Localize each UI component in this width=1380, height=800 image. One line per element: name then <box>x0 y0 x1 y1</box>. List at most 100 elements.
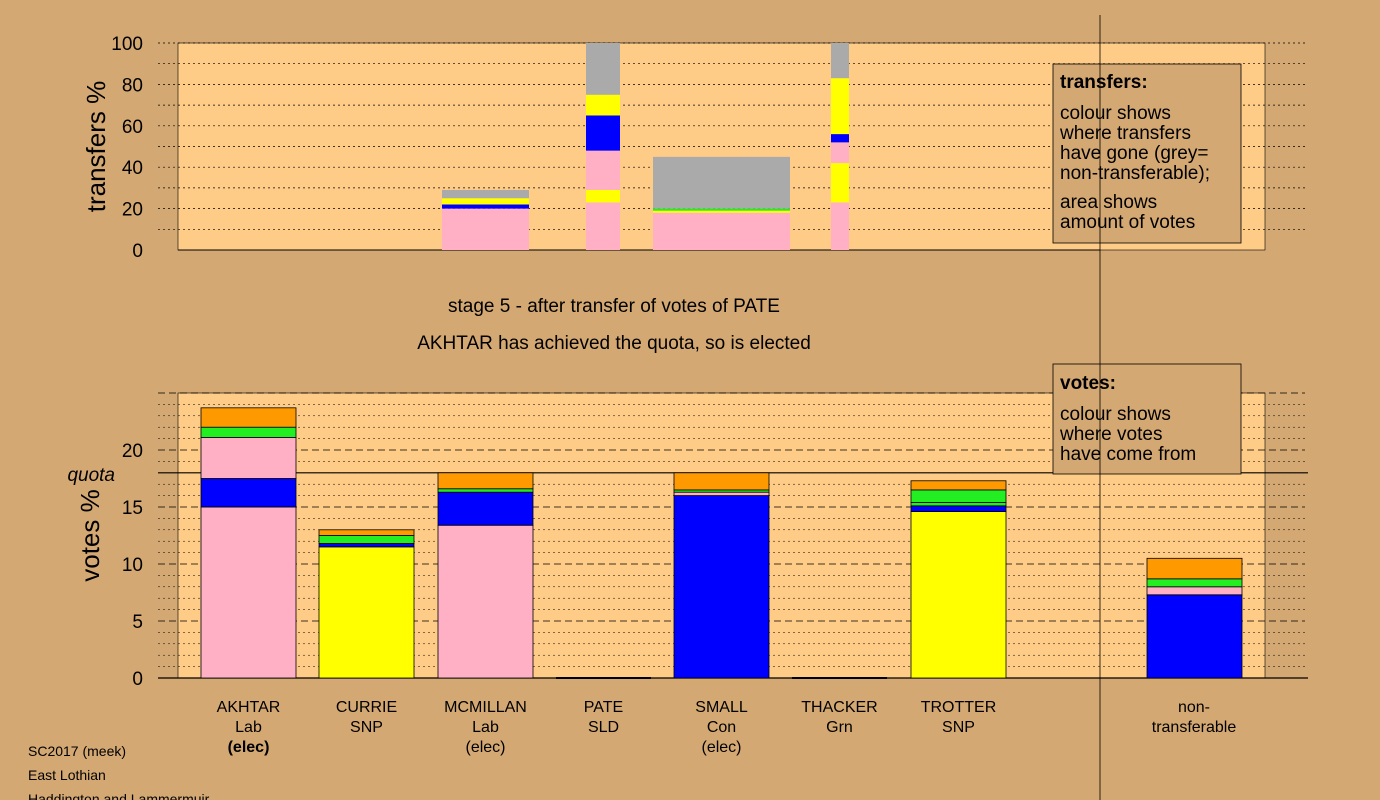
nontransferable-segment-SLD <box>1146 557 1243 580</box>
vote-segment-Lab <box>437 524 534 679</box>
vote-segment-SLD <box>200 407 297 428</box>
transfers-ytick: 80 <box>122 75 143 96</box>
vote-segment-SNP <box>910 511 1007 679</box>
candidate-party: Grn <box>826 719 853 736</box>
transfers-ytick: 40 <box>122 158 143 179</box>
transfer-segment-Lab <box>653 212 790 236</box>
transfer-segment-Lab <box>586 202 620 250</box>
candidate-name: MCMILLAN <box>444 699 527 716</box>
votes-panel: quota 0 5 10 15 20 votes % AKHTAR Lab (elec) CURRI… <box>67 363 1308 756</box>
vote-segment-Lab <box>200 437 297 479</box>
candidate-name: THACKER <box>801 699 877 716</box>
transfer-segment-non_transferable <box>831 43 849 79</box>
candidate-name: SMALL <box>695 699 748 716</box>
footer-line-2: East Lothian <box>28 767 106 783</box>
transfer-segment-SNP <box>831 163 849 203</box>
transfer-segment-SNP <box>653 210 790 213</box>
transfer-segment-non_transferable <box>586 43 620 95</box>
votes-ytick: 10 <box>122 555 143 576</box>
footer-line-3: Haddington and Lammermuir <box>28 791 210 800</box>
votes-ylabel: votes % <box>75 489 105 582</box>
transfers-legend-line: amount of votes <box>1060 212 1195 233</box>
stage-subtitle: AKHTAR has achieved the quota, so is ele… <box>417 333 811 354</box>
transfer-segment-non_transferable <box>653 156 790 209</box>
nontransferable-segment-Con <box>1146 594 1243 679</box>
vote-segment-Grn <box>910 502 1007 507</box>
votes-legend-box <box>1052 363 1242 475</box>
vote-segment-Con <box>437 491 534 526</box>
vote-segment-Con <box>910 505 1007 512</box>
vote-segment-Lab <box>200 506 297 679</box>
votes-ytick: 5 <box>132 612 143 633</box>
footer-line-1: SC2017 (meek) <box>28 743 126 759</box>
votes-legend-line: have come from <box>1060 444 1196 465</box>
transfers-legend-line: area shows <box>1060 192 1157 213</box>
vote-segment-SNP <box>318 546 415 679</box>
transfer-segment-Lab <box>586 150 620 190</box>
candidate-name: TROTTER <box>921 699 997 716</box>
nontransferable-label: transferable <box>1152 719 1237 736</box>
vote-segment-SLD <box>910 480 1007 491</box>
vote-segment-Lab <box>673 491 770 496</box>
transfer-segment-Lab <box>831 142 849 164</box>
nontransferable-segment-Grn <box>1146 578 1243 588</box>
candidate-status: (elec) <box>228 739 270 756</box>
transfer-segment-Con <box>586 115 620 151</box>
transfers-legend-line: where transfers <box>1059 123 1191 144</box>
stage-title: stage 5 - after transfer of votes of PAT… <box>448 296 780 317</box>
transfers-legend-box <box>1052 63 1242 244</box>
transfer-segment-SNP <box>586 189 620 203</box>
candidate-status: (elec) <box>465 739 505 756</box>
transfers-ytick: 60 <box>122 117 143 138</box>
transfers-ylabel: transfers % <box>81 81 111 213</box>
votes-legend-line: where votes <box>1059 424 1162 445</box>
candidate-status: (elec) <box>701 739 741 756</box>
votes-ytick: 15 <box>122 498 143 519</box>
candidate-name: AKHTAR <box>217 699 281 716</box>
transfers-ytick: 100 <box>111 34 143 55</box>
vote-segment-SLD <box>318 529 415 536</box>
candidate-party: Lab <box>472 719 499 736</box>
transfer-segment-Con <box>442 204 529 209</box>
transfers-legend-line: non-transferable); <box>1060 163 1210 184</box>
candidate-party: SLD <box>588 719 619 736</box>
quota-label: quota <box>67 465 115 486</box>
vote-segment-SLD <box>437 472 534 490</box>
nontransferable-label: non- <box>1178 699 1210 716</box>
candidate-name: CURRIE <box>336 699 397 716</box>
transfers-legend-title: transfers: <box>1060 72 1148 93</box>
vote-segment-Grn <box>318 535 415 544</box>
transfer-segment-SNP <box>831 78 849 135</box>
transfers-panel: 0 20 40 60 80 100 transfers % transfers: colour … <box>81 34 1305 262</box>
transfers-legend-line: colour shows <box>1060 103 1171 124</box>
transfers-ytick: 0 <box>132 241 143 262</box>
votes-ytick: 0 <box>132 669 143 690</box>
vote-segment-Con <box>673 495 770 679</box>
votes-ytick: 20 <box>122 441 143 462</box>
transfer-segment-Con <box>831 134 849 143</box>
vote-segment-SLD <box>673 472 770 491</box>
transfer-segment-Grn <box>653 208 790 211</box>
transfer-segment-Lab <box>831 202 849 250</box>
votes-legend-title: votes: <box>1060 373 1116 394</box>
transfers-legend-line: have gone (grey= <box>1060 143 1208 164</box>
vote-segment-Con <box>318 543 415 548</box>
candidate-party: SNP <box>942 719 975 736</box>
vote-segment-Con <box>200 478 297 508</box>
transfer-segment-SNP <box>586 94 620 116</box>
transfer-segment-SNP <box>442 198 529 205</box>
vote-segment-Grn <box>910 489 1007 503</box>
nontransferable-segment-Lab <box>1146 586 1243 596</box>
transfer-segment-non_transferable <box>442 189 529 199</box>
candidate-party: Lab <box>235 719 262 736</box>
candidate-party: Con <box>707 719 736 736</box>
vote-segment-Grn <box>437 488 534 493</box>
transfer-segment-Lab <box>653 235 790 250</box>
votes-legend-line: colour shows <box>1060 404 1171 425</box>
transfers-ytick: 20 <box>122 200 143 221</box>
vote-segment-Grn <box>200 426 297 438</box>
candidate-party: SNP <box>350 719 383 736</box>
transfer-segment-Lab <box>442 208 529 250</box>
candidate-name: PATE <box>584 699 623 716</box>
